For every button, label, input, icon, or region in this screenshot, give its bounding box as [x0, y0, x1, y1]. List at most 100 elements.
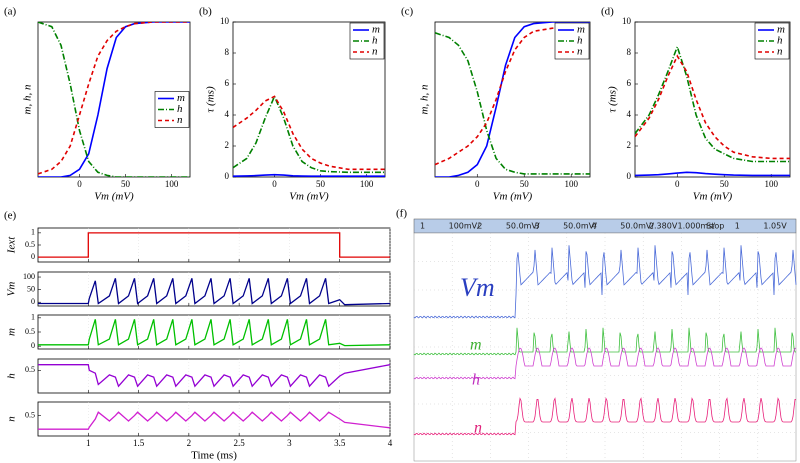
scope-trace	[413, 245, 797, 319]
x-tick-label: 0	[77, 179, 82, 189]
x-tick-label: 50	[316, 179, 326, 189]
x-tick-label: 50	[520, 179, 530, 189]
x-tick-label: 0	[675, 179, 680, 189]
legend-label: h	[372, 35, 378, 47]
y-axis-label: n	[6, 416, 18, 422]
panel-label: (a)	[4, 6, 17, 18]
y-tick-label: 0.5	[25, 327, 35, 336]
x-tick-label: 100	[764, 179, 778, 189]
subplot-frame	[37, 271, 391, 307]
series-line	[38, 22, 190, 175]
header-text: 4	[592, 222, 597, 231]
plot-frame	[634, 21, 791, 178]
y-tick-label: 0.5	[25, 365, 35, 374]
series-line	[635, 54, 790, 160]
x-tick-label: 100	[360, 179, 374, 189]
series-line	[38, 364, 391, 388]
panel-label: (b)	[199, 6, 212, 18]
subplot-frame	[37, 358, 391, 394]
plot-frame	[434, 21, 591, 178]
legend-label: m	[372, 24, 380, 36]
y-tick-label: 8	[627, 47, 632, 57]
legend-label: m	[177, 92, 185, 104]
y-tick-label: 2	[627, 140, 632, 150]
header-text: 2	[477, 222, 482, 231]
x-axis-label: Vm (mV)	[693, 191, 733, 203]
y-tick-label: 0	[225, 171, 230, 181]
scope-trace	[413, 397, 796, 436]
legend-label: n	[577, 46, 583, 58]
legend-label: m	[777, 24, 785, 36]
series-line	[38, 411, 391, 430]
y-tick-label: 0	[627, 171, 632, 181]
y-tick-label: 0	[31, 252, 35, 261]
x-axis-label: Time (ms)	[191, 450, 237, 462]
plot-frame	[37, 21, 191, 178]
trace-label: m	[470, 337, 482, 354]
y-axis-label: m, h, n	[22, 84, 34, 114]
x-tick-label: 50	[121, 179, 131, 189]
x-tick-label: 100	[165, 179, 179, 189]
y-tick-label: 6	[225, 78, 230, 88]
plot-frame	[232, 21, 386, 178]
y-tick-label: 8	[225, 47, 230, 57]
legend-label: h	[577, 35, 583, 47]
y-tick-label: 4	[225, 109, 230, 119]
x-tick-label: 50	[720, 179, 730, 189]
y-tick-label: 10	[220, 16, 230, 26]
legend-label: n	[372, 46, 378, 58]
header-text: 2.380V	[649, 222, 678, 231]
x-tick-label: 4	[388, 438, 393, 448]
series-line	[38, 232, 390, 258]
y-tick-label: 1	[31, 313, 35, 322]
trace-label: n	[474, 420, 482, 437]
x-tick-label: 2.5	[234, 438, 246, 448]
y-axis-label: h	[6, 373, 18, 379]
legend-label: h	[177, 103, 183, 115]
header-text: 1.05V	[763, 222, 787, 231]
series-line	[233, 95, 385, 171]
y-axis-label: m, h, n	[419, 84, 431, 114]
y-tick-label: 10	[622, 16, 632, 26]
x-tick-label: 3	[287, 438, 292, 448]
y-axis-label: m	[6, 328, 18, 336]
x-tick-label: 2	[187, 438, 192, 448]
x-tick-label: 0	[475, 179, 480, 189]
series-line	[38, 22, 190, 177]
header-text: 50.0mV/	[563, 222, 597, 231]
series-line	[635, 44, 790, 163]
x-tick-label: 1	[86, 438, 91, 448]
panel-label: (f)	[396, 208, 407, 220]
x-tick-label: 0	[272, 179, 277, 189]
x-tick-label: 3.5	[334, 438, 346, 448]
x-axis-label: Vm (mV)	[493, 191, 533, 203]
header-text: 50.0mV/	[506, 222, 540, 231]
y-axis-label: Vm	[6, 282, 18, 297]
series-line	[233, 94, 385, 174]
trace-label: Vm	[460, 273, 495, 302]
y-tick-label: 4	[627, 109, 632, 119]
series-line	[233, 173, 385, 177]
y-tick-label: 0	[31, 341, 35, 350]
x-axis-label: Vm (mV)	[289, 191, 329, 203]
y-tick-label: 0.5	[25, 410, 35, 419]
legend-label: n	[777, 46, 783, 58]
series-line	[38, 278, 391, 306]
header-text: 3	[534, 222, 539, 231]
y-tick-label: 50	[27, 284, 35, 293]
series-line	[38, 319, 391, 347]
y-tick-label: 6	[627, 78, 632, 88]
y-tick-label: 100	[23, 272, 35, 281]
subplot-frame	[37, 401, 391, 437]
header-text: 1	[735, 222, 740, 231]
y-axis-label: τ (ms)	[205, 86, 217, 113]
y-tick-label: 2	[225, 140, 230, 150]
series-line	[435, 25, 590, 166]
y-tick-label: 0	[31, 297, 35, 306]
y-tick-label: 0.5	[25, 240, 35, 249]
header-text: 50.0mV/	[620, 222, 654, 231]
x-tick-label: 100	[564, 179, 578, 189]
header-text: 1	[420, 222, 425, 231]
x-tick-label: 1.5	[133, 438, 145, 448]
